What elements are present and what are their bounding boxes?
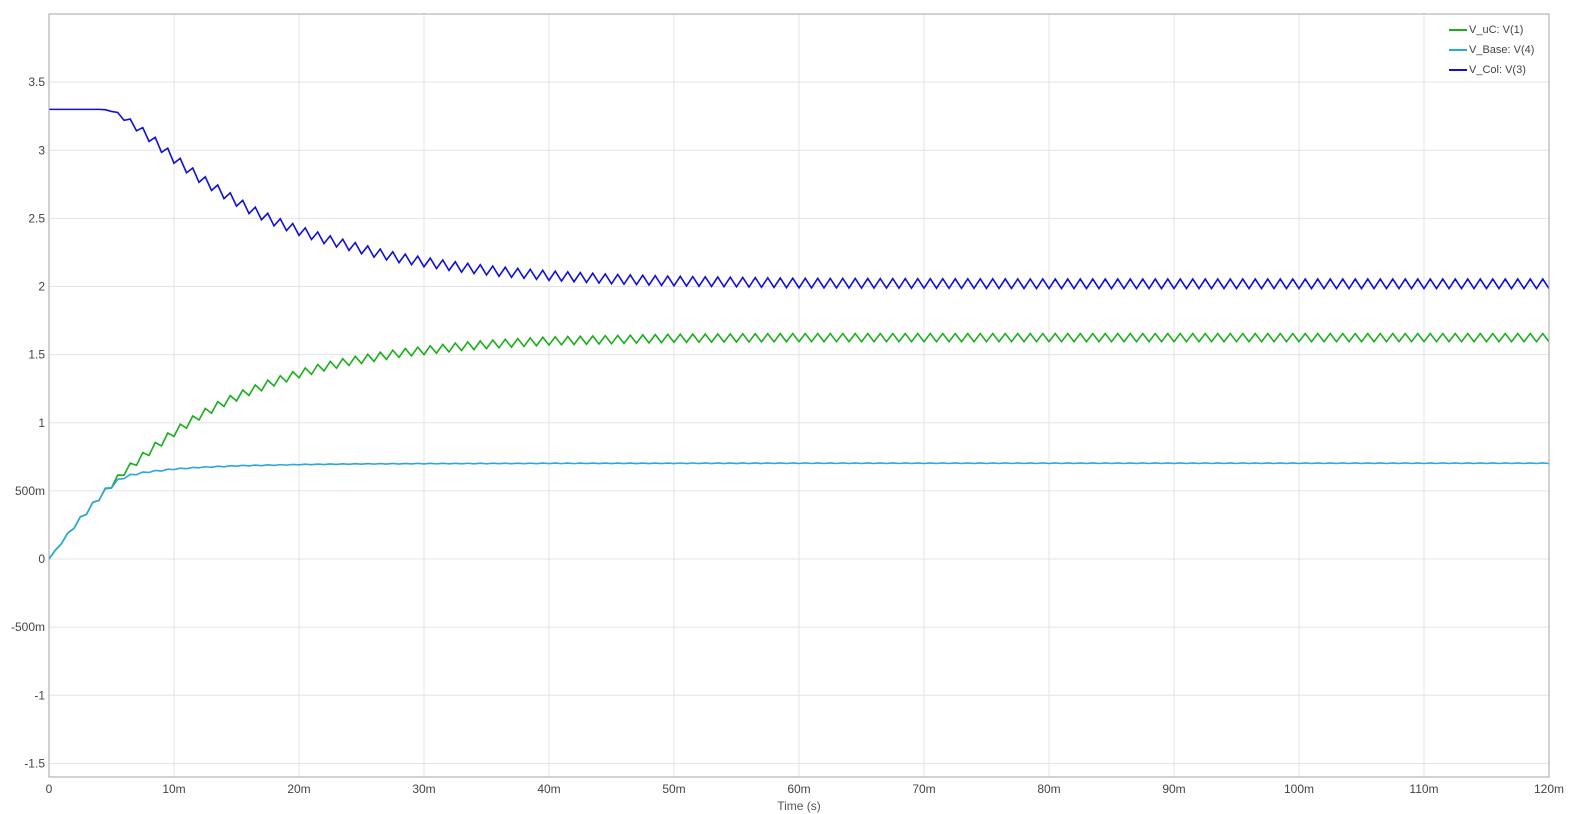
x-tick-label: 40m [537, 782, 560, 796]
x-tick-label: 50m [662, 782, 685, 796]
x-tick-labels: 0 10m 20m 30m 40m 50m 60m 70m 80m 90m 100m 110m 120m [46, 782, 1564, 796]
plot-frame [48, 13, 1550, 778]
x-tick-label: 60m [787, 782, 810, 796]
y-tick-label: 500m [15, 484, 45, 498]
legend[interactable]: V_uC: V(1) V_Base: V(4) V_Col: V(3) [1449, 24, 1534, 76]
y-tick-label: 3 [38, 143, 45, 157]
y-tick-label: -500m [11, 620, 45, 634]
legend-label: V_Base: V(4) [1469, 44, 1534, 56]
x-tick-label: 10m [162, 782, 185, 796]
x-tick-label: 110m [1409, 782, 1438, 796]
x-tick-label: 20m [287, 782, 310, 796]
x-tick-label: 100m [1284, 782, 1314, 796]
y-tick-label: 0 [38, 552, 45, 566]
x-tick-label: 90m [1162, 782, 1185, 796]
legend-item[interactable]: V_Col: V(3) [1449, 64, 1526, 76]
x-tick-label: 30m [412, 782, 435, 796]
x-tick-label: 120m [1534, 782, 1564, 796]
y-tick-label: 3.5 [28, 75, 45, 89]
series-line-1 [48, 332, 1550, 560]
legend-label: V_Col: V(3) [1469, 64, 1526, 76]
x-axis-title: Time (s) [777, 799, 821, 813]
x-tick-label: 0 [46, 782, 53, 796]
series-line-3 [49, 108, 1550, 290]
y-tick-label: 2.5 [28, 211, 45, 225]
series-line-2 [48, 462, 1550, 560]
series-lines [48, 108, 1550, 560]
x-tick-label: 80m [1037, 782, 1060, 796]
x-tick-label: 70m [912, 782, 935, 796]
y-tick-label: -1 [34, 688, 45, 702]
y-tick-label: -1.5 [24, 756, 45, 770]
legend-item[interactable]: V_Base: V(4) [1449, 44, 1534, 56]
y-tick-label: 2 [38, 280, 45, 294]
legend-label: V_uC: V(1) [1469, 24, 1523, 36]
y-tick-label: 1.5 [28, 348, 45, 362]
y-tick-label: 1 [38, 416, 45, 430]
y-tick-labels: 3.5 3 2.5 2 1.5 1 500m 0 -500m -1 -1.5 [11, 75, 45, 770]
legend-item[interactable]: V_uC: V(1) [1449, 24, 1523, 36]
